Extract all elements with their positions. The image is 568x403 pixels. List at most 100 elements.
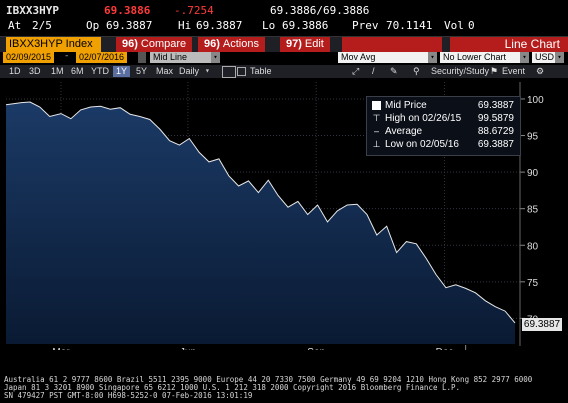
footer-line-2: Japan 81 3 3201 8900 Singapore 65 6212 1…: [4, 383, 461, 392]
chart-style-icon[interactable]: [222, 66, 236, 78]
line-type-dropdown-icon[interactable]: ▾: [211, 52, 220, 63]
x-tick-label: Dec: [436, 347, 454, 350]
footer-line-3: SN 479427 PST GMT-8:00 H698-5252-0 07-Fe…: [4, 391, 253, 400]
x-axis: MarJunSepDec20152016: [52, 345, 467, 350]
compare-num: 96): [122, 38, 138, 50]
zoom-icon[interactable]: ⤢: [352, 66, 360, 76]
price-line: [5, 101, 516, 324]
frequency-dropdown-icon[interactable]: ▾: [205, 66, 210, 75]
mov-avg-dropdown-icon[interactable]: ▾: [428, 52, 437, 63]
average-line-icon: –: [373, 126, 379, 136]
period-ytd[interactable]: YTD: [91, 66, 109, 76]
chart-area[interactable]: 707580859095100 MarJunSepDec20152016: [0, 80, 568, 350]
last-price-tag: 69.3887: [522, 318, 562, 331]
period-1m[interactable]: 1M: [51, 66, 64, 76]
y-tick-label: 80: [527, 241, 539, 252]
compare-label: Compare: [140, 38, 187, 50]
price-area-fill: [6, 102, 515, 344]
legend-high-row: ⊤ High on 02/26/15 99.5879: [367, 112, 520, 125]
frequency-select[interactable]: Daily: [179, 66, 200, 76]
legend-average-row: – Average 88.6729: [367, 125, 520, 138]
magnify-icon[interactable]: ⚲: [413, 66, 420, 76]
function-toolbar: IBXX3HYP Index 96) Compare 96) Actions 97)…: [0, 36, 568, 52]
chart-type-label[interactable]: Line Chart: [450, 37, 568, 52]
currency-select[interactable]: USD: [532, 52, 558, 63]
legend-mid-label: Mid Price: [385, 100, 427, 111]
line-draw-icon[interactable]: /: [372, 66, 375, 76]
event-button[interactable]: Event: [502, 66, 526, 76]
open-value: 69.3887: [106, 19, 153, 32]
y-tick-label: 75: [527, 278, 539, 289]
actions-num: 96): [204, 38, 220, 50]
chart-legend[interactable]: Mid Price 69.3887 ⊤ High on 02/26/15 99.…: [366, 96, 521, 156]
legend-low-value: 69.3887: [477, 139, 514, 150]
legend-average-label: Average: [385, 126, 423, 137]
price-chart[interactable]: 707580859095100 MarJunSepDec20152016: [0, 80, 568, 350]
legend-high-value: 99.5879: [477, 113, 514, 124]
toolbar-spacer: [342, 37, 442, 52]
lower-chart-dropdown-icon[interactable]: ▾: [520, 52, 529, 63]
low-label: Lo: [262, 19, 276, 32]
period-5y[interactable]: 5Y: [136, 66, 148, 76]
line-type-select[interactable]: Mid Line: [150, 52, 218, 63]
prev-value: 70.1141: [386, 19, 433, 32]
lower-chart-select[interactable]: No Lower Chart: [440, 52, 526, 63]
period-1d[interactable]: 1D: [9, 66, 21, 76]
y-axis: 707580859095100: [519, 82, 544, 346]
calendar-icon[interactable]: [138, 52, 146, 63]
actions-button[interactable]: 96) Actions: [198, 37, 265, 52]
edit-button[interactable]: 97) Edit: [280, 37, 330, 52]
open-label: Op: [86, 19, 100, 32]
chart-controls: 02/09/2015 - 02/07/2016 Mid Line ▾ Mov A…: [0, 51, 568, 64]
low-value: 69.3886: [282, 19, 329, 32]
legend-average-value: 88.6729: [477, 126, 514, 137]
legend-low-label: Low on 02/05/16: [385, 139, 459, 150]
at-label: At: [8, 19, 22, 32]
last-price: 69.3886: [104, 4, 151, 17]
volume-label: Vol: [444, 19, 464, 32]
low-marker-icon: ⊥: [372, 139, 381, 149]
settings-gear-icon[interactable]: ⚙: [536, 66, 545, 76]
compare-button[interactable]: 96) Compare: [116, 37, 193, 52]
x-tick-label: Mar: [52, 347, 70, 350]
y-tick-label: 100: [527, 95, 544, 106]
date-separator: -: [64, 51, 70, 61]
legend-low-row: ⊥ Low on 02/05/16 69.3887: [367, 138, 520, 151]
legend-mid-row: Mid Price 69.3887: [367, 99, 520, 112]
period-6m[interactable]: 6M: [71, 66, 84, 76]
edit-num: 97): [286, 38, 302, 50]
currency-dropdown-icon[interactable]: ▾: [555, 52, 564, 63]
high-value: 69.3887: [196, 19, 243, 32]
mov-avg-select[interactable]: Mov Avg: [338, 52, 434, 63]
table-icon[interactable]: [237, 67, 246, 76]
actions-label: Actions: [222, 38, 259, 50]
x-tick-label: Jun: [180, 347, 196, 350]
bid-ask: 69.3886/69.3886: [270, 4, 370, 17]
legend-high-label: High on 02/26/15: [385, 113, 462, 124]
volume-value: 0: [468, 19, 475, 32]
legend-mid-value: 69.3887: [477, 100, 514, 111]
y-tick-label: 95: [527, 132, 539, 143]
y-tick-label: 85: [527, 205, 539, 216]
start-date-field[interactable]: 02/09/2015: [3, 52, 55, 63]
period-selector: 1D 3D 1M 6M YTD 1Y 5Y Max Daily ▾ Table …: [0, 65, 568, 78]
net-change: -.7254: [174, 4, 214, 17]
annotation-icon[interactable]: ✎: [390, 66, 398, 76]
security-study-button[interactable]: Security/Study: [431, 66, 490, 76]
y-tick-label: 90: [527, 168, 539, 179]
event-flag-icon[interactable]: ⚑: [490, 66, 499, 76]
x-tick-label: Sep: [307, 347, 325, 350]
at-time: 2/5: [32, 19, 52, 32]
period-max[interactable]: Max: [156, 66, 174, 76]
high-marker-icon: ⊤: [372, 113, 381, 123]
period-1y[interactable]: 1Y: [113, 66, 131, 77]
high-label: Hi: [178, 19, 192, 32]
end-date-field[interactable]: 02/07/2016: [76, 52, 128, 63]
mid-square-icon: [372, 101, 381, 110]
table-button[interactable]: Table: [250, 66, 272, 76]
period-3d[interactable]: 3D: [29, 66, 41, 76]
prev-label: Prev: [352, 19, 379, 32]
edit-label: Edit: [304, 38, 324, 50]
security-title[interactable]: IBXX3HYP Index: [6, 37, 101, 52]
ticker-symbol: IBXX3HYP: [6, 4, 59, 17]
